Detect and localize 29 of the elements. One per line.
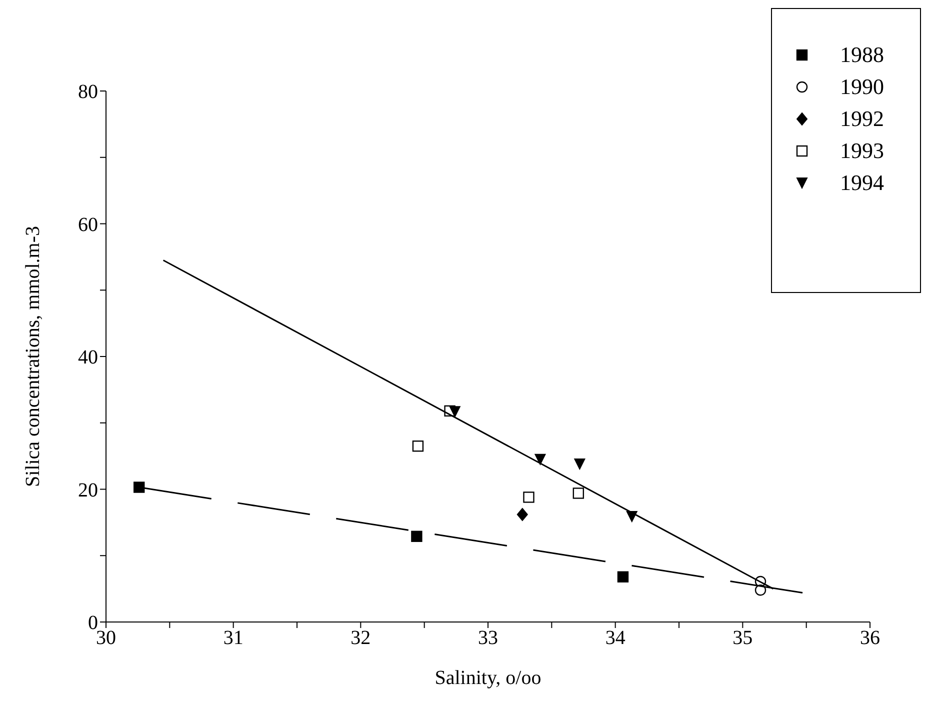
y-tick-label: 0: [88, 612, 98, 634]
legend-label: 1993: [840, 138, 884, 164]
x-tick-label: 30: [96, 627, 116, 650]
legend-label: 1990: [840, 74, 884, 100]
point: [523, 492, 534, 503]
x-axis-title: Salinity, o/oo: [434, 667, 542, 689]
point: [412, 440, 424, 452]
point: [449, 406, 460, 418]
x-tick-label: 31: [223, 627, 244, 650]
x-tick-label: 32: [350, 627, 371, 650]
y-tick-label: 80: [78, 81, 98, 104]
y-tick-label: 20: [78, 479, 98, 502]
point: [411, 530, 422, 542]
x-tick-label: 34: [605, 627, 626, 650]
x-tick-label: 35: [732, 627, 753, 650]
point: [572, 488, 584, 499]
point: [534, 454, 546, 465]
point: [574, 458, 586, 470]
point: [134, 482, 145, 493]
y-tick-label: 60: [78, 214, 98, 236]
legend-label: 1994: [840, 170, 884, 196]
legend-label: 1992: [840, 106, 884, 132]
y-axis-title: Silica concentrations, mmol.m-3: [22, 226, 44, 488]
point: [617, 571, 629, 582]
x-tick-label: 33: [478, 627, 498, 650]
y-tick-label: 40: [78, 346, 98, 369]
point: [516, 508, 528, 521]
legend-label: 1988: [840, 42, 884, 68]
x-tick-label: 36: [860, 627, 880, 650]
